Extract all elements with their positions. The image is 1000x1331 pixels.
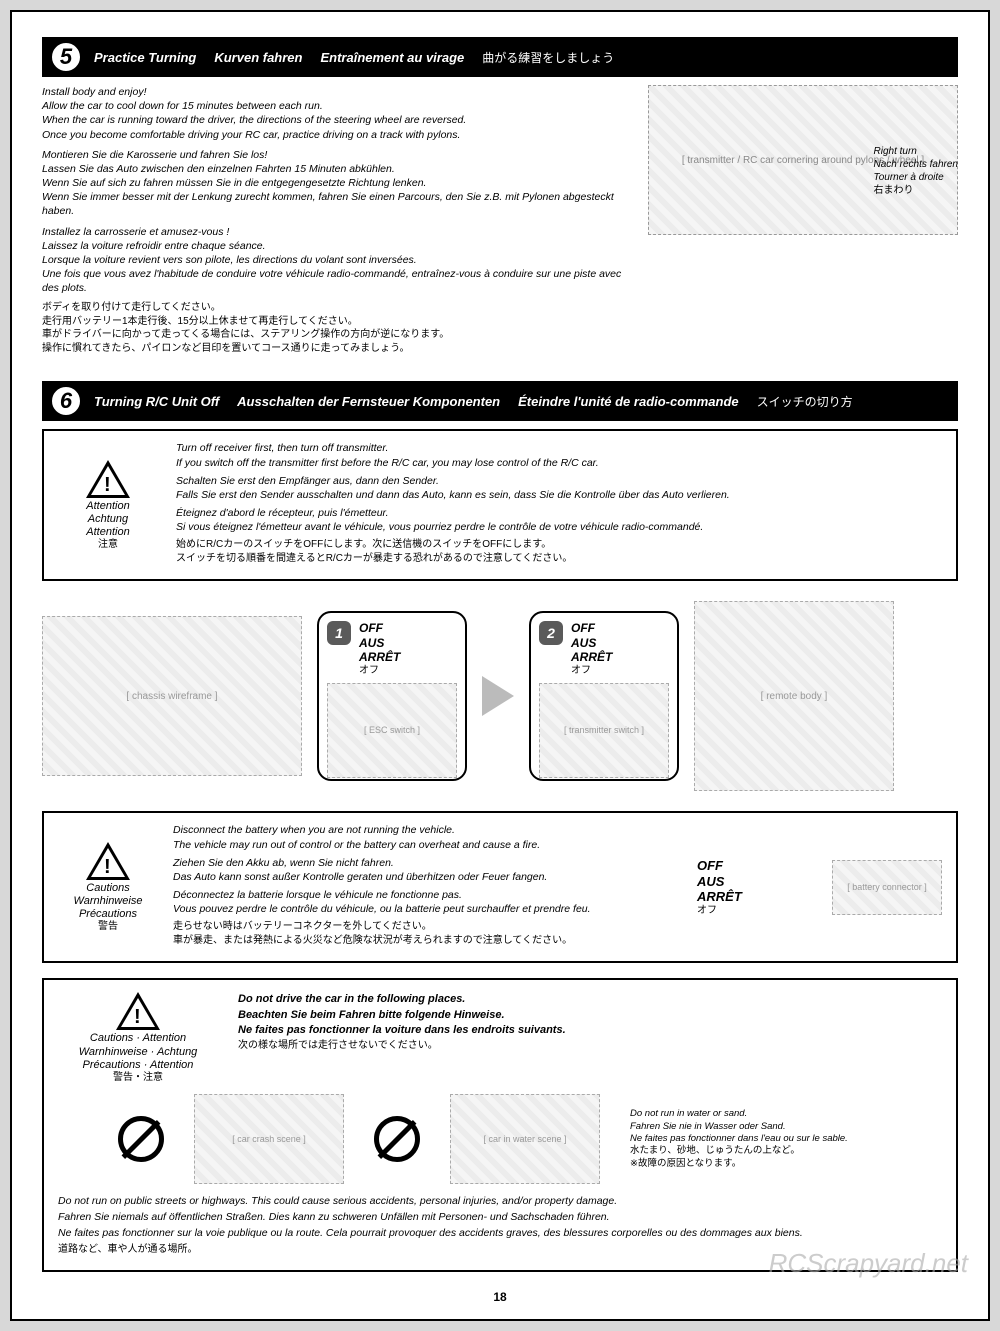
- sec6-title-en: Turning R/C Unit Off: [94, 394, 219, 409]
- step1-box: 1 OFF AUS ARRÊT オフ [ ESC switch ]: [317, 611, 467, 781]
- water-illustration: [ car in water scene ]: [450, 1094, 600, 1184]
- drive-caution-box: ! Cautions · Attention Warnhinweise · Ac…: [42, 978, 958, 1272]
- sec5-jp: ボディを取り付けて走行してください。 走行用バッテリー1本走行後、15分以上休ま…: [42, 301, 633, 355]
- esc-switch-illustration: [ ESC switch ]: [327, 683, 457, 778]
- connector-illustration: [ battery connector ]: [832, 860, 942, 915]
- street-warning-text: Do not run on public streets or highways…: [58, 1194, 942, 1256]
- attention-icon-block: ! Attention Achtung Attention 注意: [58, 460, 158, 552]
- step-badge-2: 2: [539, 621, 563, 645]
- section6-header: 6 Turning R/C Unit Off Ausschalten der F…: [42, 381, 958, 421]
- sec5-fr: Installez la carrosserie et amusez-vous …: [42, 225, 633, 296]
- crash-illustration: [ car crash scene ]: [194, 1094, 344, 1184]
- arrow-right-icon: [482, 676, 514, 716]
- attention-box: ! Attention Achtung Attention 注意 Turn of…: [42, 429, 958, 581]
- warning-triangle-icon: !: [86, 460, 130, 498]
- sec5-title-en: Practice Turning: [94, 50, 196, 65]
- right-turn-labels: Right turn Nach rechts fahren Tourner à …: [874, 145, 959, 197]
- step-number-6: 6: [50, 385, 82, 417]
- attention-text: Turn off receiver first, then turn off t…: [176, 441, 942, 569]
- prohibit-icon: [118, 1116, 164, 1162]
- sec6-title-jp: スイッチの切り方: [757, 393, 853, 410]
- sec6-title-fr: Éteindre l'unité de radio-commande: [518, 394, 739, 409]
- remote-illustration: [ remote body ]: [694, 601, 894, 791]
- sec6-title-de: Ausschalten der Fernsteuer Komponenten: [237, 394, 500, 409]
- sec5-instructions: Install body and enjoy! Allow the car to…: [42, 85, 633, 361]
- chassis-illustration: [ chassis wireframe ]: [42, 616, 302, 776]
- sec5-en: Install body and enjoy! Allow the car to…: [42, 85, 633, 142]
- step2-box: 2 OFF AUS ARRÊT オフ [ transmitter switch …: [529, 611, 679, 781]
- page-number: 18: [42, 1290, 958, 1304]
- turnoff-steps-row: [ chassis wireframe ] 1 OFF AUS ARRÊT オフ…: [42, 601, 958, 791]
- step-badge-1: 1: [327, 621, 351, 645]
- tx-switch-illustration: [ transmitter switch ]: [539, 683, 669, 778]
- sec5-title-fr: Entraînement au virage: [320, 50, 464, 65]
- battery-caution-box: ! Cautions Warnhinweise Précautions 警告 D…: [42, 811, 958, 963]
- turning-diagram: [ transmitter / RC car cornering around …: [648, 85, 958, 361]
- warning-triangle-icon: !: [116, 992, 160, 1030]
- sec5-title-jp: 曲がる練習をしましょう: [482, 49, 614, 66]
- prohibit-icon: [374, 1116, 420, 1162]
- off-label-stack: OFF AUS ARRÊT オフ: [697, 858, 817, 917]
- sec5-de: Montieren Sie die Karosserie und fahren …: [42, 148, 633, 219]
- caution-attention-icon-block: ! Cautions · Attention Warnhinweise · Ac…: [58, 992, 218, 1084]
- do-not-drive-heading: Do not drive the car in the following pl…: [238, 992, 566, 1052]
- section5-header: 5 Practice Turning Kurven fahren Entraîn…: [42, 37, 958, 77]
- warning-triangle-icon: !: [86, 842, 130, 880]
- sec5-title-de: Kurven fahren: [214, 50, 302, 65]
- caution-icon-block: ! Cautions Warnhinweise Précautions 警告: [58, 842, 158, 934]
- battery-caution-text: Disconnect the battery when you are not …: [173, 823, 682, 951]
- manual-page: 5 Practice Turning Kurven fahren Entraîn…: [10, 10, 990, 1321]
- step-number-5: 5: [50, 41, 82, 73]
- water-sand-note: Do not run in water or sand. Fahren Sie …: [630, 1108, 848, 1170]
